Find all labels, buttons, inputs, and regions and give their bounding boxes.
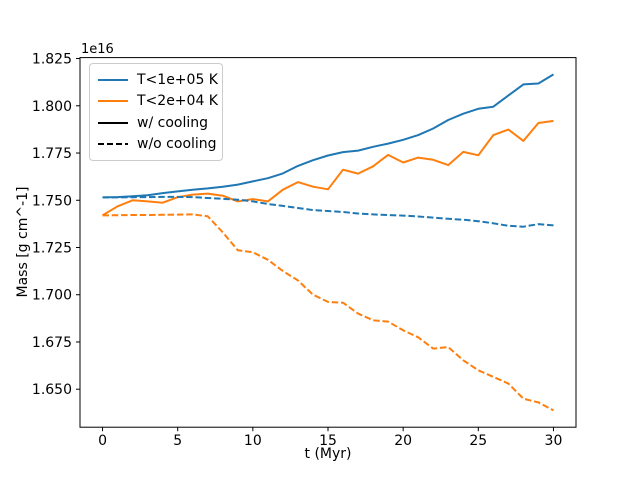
legend-label: w/ cooling bbox=[137, 114, 208, 131]
y-tick-label: 1.675 bbox=[32, 335, 72, 351]
y-tick-label: 1.700 bbox=[32, 288, 72, 304]
x-tick-label: 10 bbox=[244, 433, 262, 449]
legend-entry-t2e04: T<2e+04 K bbox=[90, 91, 222, 113]
legend-label: w/o cooling bbox=[137, 136, 217, 153]
x-tick-label: 5 bbox=[173, 433, 182, 449]
x-tick-label: 30 bbox=[545, 433, 563, 449]
y-tick-label: 1.725 bbox=[32, 241, 72, 257]
legend: T<1e+05 K T<2e+04 K w/ cooling w/o cooli… bbox=[89, 63, 223, 161]
series-line-2-wocooling bbox=[102, 195, 554, 228]
legend-label: T<1e+05 K bbox=[137, 71, 218, 88]
legend-entry-without-cooling: w/o cooling bbox=[90, 134, 222, 156]
x-axis-label: t (Myr) bbox=[304, 446, 352, 462]
y-axis-offset-text: 1e16 bbox=[81, 42, 114, 57]
y-tick-label: 1.750 bbox=[32, 193, 72, 209]
legend-line-sample-solid bbox=[98, 121, 128, 124]
legend-label: T<2e+04 K bbox=[137, 93, 218, 110]
y-tick-label: 1.650 bbox=[32, 382, 72, 398]
y-axis-label: Mass [g cm^-1] bbox=[15, 186, 31, 298]
series-line-3-wocooling bbox=[102, 213, 554, 412]
legend-line-sample-orange bbox=[98, 100, 128, 103]
legend-line-sample-blue bbox=[98, 78, 128, 81]
y-tick-label: 1.800 bbox=[32, 99, 72, 115]
x-tick-label: 0 bbox=[98, 433, 107, 449]
legend-entry-with-cooling: w/ cooling bbox=[90, 112, 222, 134]
legend-line-sample-dashed bbox=[98, 143, 128, 146]
y-tick-label: 1.775 bbox=[32, 146, 72, 162]
series-line-0-wcooling bbox=[102, 73, 555, 199]
x-tick-label: 15 bbox=[319, 433, 337, 449]
y-tick-label: 1.825 bbox=[32, 52, 72, 68]
x-tick-label: 25 bbox=[469, 433, 487, 449]
x-tick-label: 20 bbox=[394, 433, 412, 449]
legend-entry-t1e05: T<1e+05 K bbox=[90, 69, 222, 91]
